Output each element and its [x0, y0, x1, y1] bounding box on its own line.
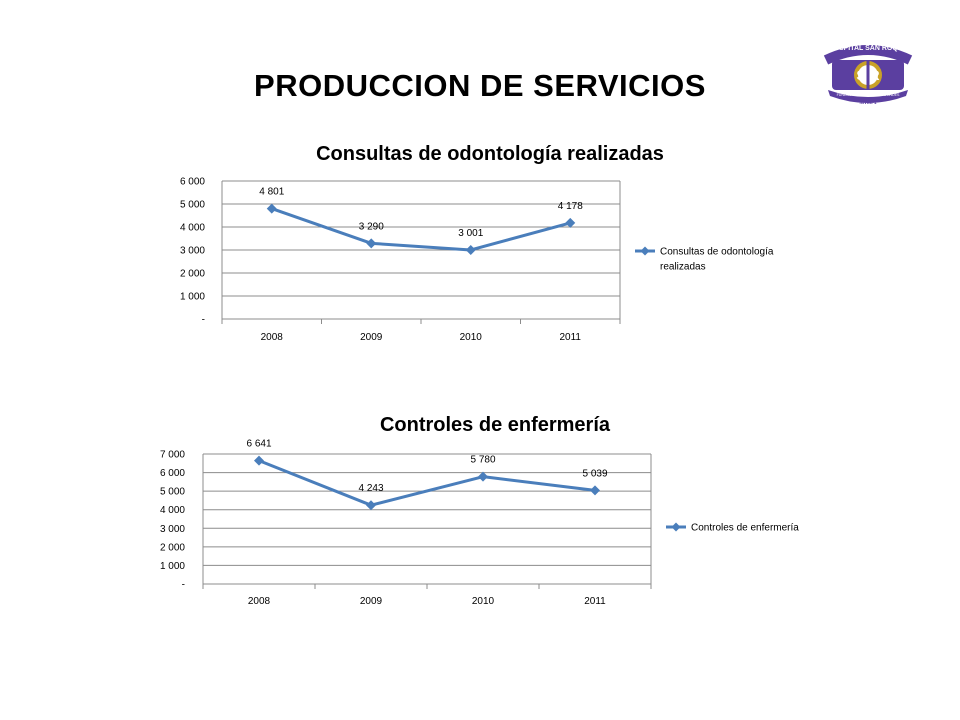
y-tick-label: 3 000 — [160, 524, 185, 535]
data-point-marker — [266, 203, 277, 214]
data-point-marker — [366, 500, 376, 511]
legend-label: realizadas — [660, 262, 706, 273]
data-label: 3 001 — [458, 228, 483, 239]
x-tick-label: 2010 — [472, 596, 495, 607]
y-tick-label: 6 000 — [180, 177, 205, 188]
chart-title: Controles de enfermería — [380, 414, 611, 436]
x-tick-label: 2009 — [360, 332, 383, 343]
data-label: 5 780 — [470, 455, 495, 466]
y-tick-label: 2 000 — [160, 542, 185, 553]
y-tick-label: 4 000 — [160, 505, 185, 516]
series-line — [271, 207, 571, 252]
data-label: 6 641 — [246, 439, 271, 450]
chart-title: Consultas de odontología realizadas — [316, 143, 664, 165]
y-tick-label: 6 000 — [160, 468, 185, 479]
y-tick-label: 2 000 — [180, 269, 205, 280]
logo-level-text: NIVEL 1 — [860, 100, 877, 105]
hospital-logo: HOSPITAL SAN ROQUE S R FUNDACION SOCIAL … — [823, 45, 913, 105]
y-tick-label: - — [182, 580, 185, 591]
y-tick-label: 1 000 — [160, 561, 185, 572]
logo-top-text: HOSPITAL SAN ROQUE — [828, 45, 907, 52]
y-tick-label: 1 000 — [180, 292, 205, 303]
data-label: 4 243 — [358, 483, 383, 494]
x-tick-label: 2011 — [559, 332, 581, 343]
logo-center-text: S R — [856, 67, 879, 83]
y-tick-label: 5 000 — [180, 200, 205, 211]
legend-marker — [640, 246, 650, 256]
data-label: 3 290 — [359, 221, 384, 232]
x-tick-label: 2010 — [460, 332, 483, 343]
data-point-marker — [254, 455, 264, 466]
x-tick-label: 2008 — [261, 332, 284, 343]
logo-emblem — [823, 45, 913, 103]
data-point-marker — [465, 244, 476, 255]
x-tick-label: 2009 — [360, 596, 383, 607]
data-point-marker — [478, 471, 488, 482]
y-tick-label: 7 000 — [160, 450, 185, 461]
y-tick-label: - — [202, 315, 205, 326]
x-tick-label: 2008 — [248, 596, 271, 607]
data-label: 5 039 — [582, 468, 607, 479]
x-tick-label: 2011 — [584, 596, 606, 607]
data-point-marker — [565, 217, 576, 228]
logo-sub-text: FUNDACION SOCIAL DE LOS ANDES — [837, 93, 900, 97]
data-point-marker — [590, 485, 600, 496]
y-tick-label: 5 000 — [160, 487, 185, 498]
legend-label: Consultas de odontología — [660, 247, 774, 258]
series-line — [258, 459, 596, 507]
data-label: 4 178 — [558, 201, 583, 212]
legend-label: Controles de enfermería — [691, 523, 799, 534]
slide-title: PRODUCCION DE SERVICIOS — [254, 68, 706, 103]
y-tick-label: 4 000 — [180, 223, 205, 234]
legend-marker — [671, 522, 681, 532]
y-tick-label: 3 000 — [180, 246, 205, 257]
data-label: 4 801 — [259, 187, 284, 198]
data-point-marker — [366, 238, 377, 249]
